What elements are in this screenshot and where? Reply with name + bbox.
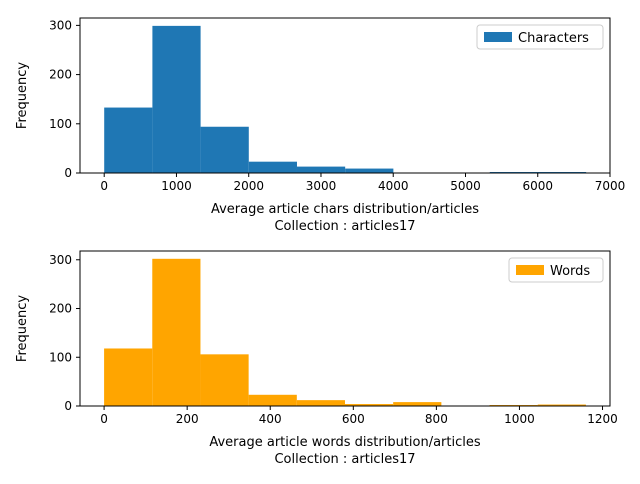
characters-y-tick-label-3: 300 <box>49 18 72 32</box>
words-bar-5 <box>345 404 394 406</box>
words-bar-9 <box>537 404 586 406</box>
words-x-tick-label-3: 600 <box>342 412 365 426</box>
characters-x-tick-label-1: 1000 <box>161 179 192 193</box>
characters-x-tick-label-7: 7000 <box>595 179 626 193</box>
characters-x-tick-label-4: 4000 <box>378 179 409 193</box>
words-collection-label: Collection : articles17 <box>274 452 415 467</box>
characters-collection-label: Collection : articles17 <box>274 219 415 234</box>
words-bar-3 <box>248 394 297 406</box>
words-legend-swatch <box>516 265 544 275</box>
words-y-tick-label-2: 200 <box>49 302 72 316</box>
words-y-tick-label-0: 0 <box>64 399 72 413</box>
characters-legend: Characters <box>476 24 604 50</box>
words-x-tick-label-0: 0 <box>100 412 108 426</box>
characters-bars <box>104 25 587 173</box>
characters-y-tick-label-1: 100 <box>49 117 72 131</box>
words-y-ticks: 0 100 200 300 <box>49 253 80 413</box>
words-bar-6 <box>393 402 442 406</box>
characters-x-tick-label-0: 0 <box>100 179 108 193</box>
words-y-tick-label-1: 100 <box>49 350 72 364</box>
words-bar-4 <box>296 400 345 406</box>
characters-x-tick-label-5: 5000 <box>450 179 481 193</box>
characters-x-tick-label-2: 2000 <box>233 179 264 193</box>
characters-bar-1 <box>152 25 201 173</box>
characters-bar-4 <box>296 166 346 173</box>
characters-legend-box <box>476 24 604 50</box>
words-legend-box <box>508 257 604 283</box>
characters-legend-swatch <box>484 32 512 42</box>
characters-bar-5 <box>345 168 394 173</box>
characters-x-tick-label-3: 3000 <box>306 179 337 193</box>
characters-y-axis-label: Frequency <box>15 62 30 129</box>
characters-histogram: 0 1000 2000 3000 4000 5000 6000 7000 0 100 200 300… <box>15 17 625 234</box>
characters-y-tick-label-0: 0 <box>64 166 72 180</box>
characters-x-ticks: 0 1000 2000 3000 4000 5000 6000 7000 <box>100 173 625 193</box>
characters-legend-label: Characters <box>518 31 589 46</box>
words-legend-label: Words <box>550 264 590 279</box>
words-x-tick-label-1: 200 <box>176 412 199 426</box>
words-x-axis-label: Average article words distribution/artic… <box>209 435 481 450</box>
words-y-axis-label: Frequency <box>15 295 30 362</box>
characters-plot-frame <box>79 17 611 174</box>
characters-y-tick-label-2: 200 <box>49 68 72 82</box>
characters-bar-0 <box>104 107 153 173</box>
words-legend: Words <box>508 257 604 283</box>
words-bar-1 <box>152 258 201 406</box>
characters-x-tick-label-6: 6000 <box>522 179 553 193</box>
words-x-tick-label-2: 400 <box>259 412 282 426</box>
characters-bar-3 <box>248 161 297 173</box>
words-x-tick-label-4: 800 <box>425 412 448 426</box>
words-bar-2 <box>200 354 249 406</box>
words-x-ticks: 0 200 400 600 800 1000 1200 <box>100 406 618 426</box>
words-histogram: 0 200 400 600 800 1000 1200 0 100 200 300 Average… <box>15 250 618 467</box>
words-bars <box>104 258 586 406</box>
words-x-tick-label-5: 1000 <box>504 412 535 426</box>
characters-y-ticks: 0 100 200 300 <box>49 18 80 180</box>
characters-bar-2 <box>200 126 249 173</box>
words-plot-frame <box>79 250 611 407</box>
words-bar-0 <box>104 348 153 406</box>
words-y-tick-label-3: 300 <box>49 253 72 267</box>
characters-x-axis-label: Average article chars distribution/artic… <box>211 202 479 217</box>
words-x-tick-label-6: 1200 <box>587 412 618 426</box>
